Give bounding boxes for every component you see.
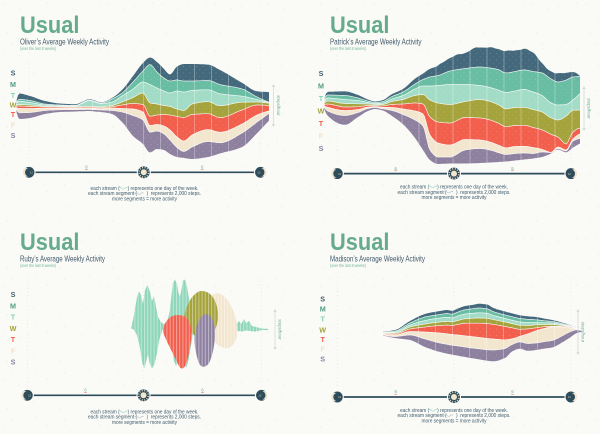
svg-text:Usual: Usual <box>20 12 80 39</box>
svg-text:T: T <box>321 335 326 344</box>
svg-text:(over the last 8 weeks): (over the last 8 weeks) <box>20 263 56 269</box>
svg-text:F: F <box>11 346 16 355</box>
svg-text:steps/hour: steps/hour <box>587 98 592 119</box>
svg-text:more segments = more activity: more segments = more activity <box>422 418 487 424</box>
svg-text:Usual: Usual <box>330 12 390 39</box>
svg-text:12: 12 <box>568 395 572 399</box>
svg-text:T: T <box>11 313 16 322</box>
svg-text:more segments = more activity: more segments = more activity <box>112 196 177 202</box>
svg-text:S: S <box>319 144 324 153</box>
svg-text:M: M <box>318 82 324 91</box>
svg-text:S: S <box>319 69 324 78</box>
svg-text:each stream segment ( ): each stream segment ( ) represents 2,000… <box>398 190 511 196</box>
svg-text:steps/hour: steps/hour <box>276 95 281 116</box>
svg-text:each stream ( ) represent: each stream ( ) represents one day of th… <box>91 186 199 192</box>
svg-text:W: W <box>319 326 326 335</box>
svg-text:W: W <box>318 107 325 116</box>
svg-text:12: 12 <box>257 171 261 175</box>
svg-text:T: T <box>11 91 16 100</box>
svg-text:more segments = more activity: more segments = more activity <box>112 420 177 426</box>
svg-text:steps/hour: steps/hour <box>278 319 283 340</box>
svg-text:each stream ( ) represent: each stream ( ) represents one day of th… <box>400 408 508 414</box>
svg-text:12: 12 <box>30 171 34 175</box>
svg-text:12: 12 <box>568 172 572 176</box>
svg-text:S: S <box>320 355 325 364</box>
svg-text:6: 6 <box>85 165 88 170</box>
svg-text:each stream segment ( ): each stream segment ( ) represents 2,000… <box>88 191 201 197</box>
svg-text:S: S <box>11 131 16 140</box>
svg-text:M: M <box>10 301 16 310</box>
svg-text:F: F <box>319 132 324 141</box>
svg-text:Usual: Usual <box>20 229 80 256</box>
svg-text:12: 12 <box>28 394 32 398</box>
svg-text:S: S <box>11 290 16 299</box>
svg-text:T: T <box>319 94 324 103</box>
svg-text:6: 6 <box>394 166 397 171</box>
svg-text:(over the last 8 weeks): (over the last 8 weeks) <box>20 46 56 52</box>
svg-text:Patrick’s Average Weekly Activ: Patrick’s Average Weekly Activity <box>330 37 422 47</box>
svg-text:S: S <box>320 295 325 304</box>
svg-text:6: 6 <box>201 165 204 170</box>
svg-text:T: T <box>11 110 16 119</box>
svg-text:M: M <box>10 80 16 89</box>
svg-text:Madison’s Average Weekly Activ: Madison’s Average Weekly Activity <box>330 254 426 264</box>
svg-text:each stream ( ) represent: each stream ( ) represents one day of th… <box>91 410 199 416</box>
svg-text:12: 12 <box>338 395 342 399</box>
svg-text:each stream segment ( ): each stream segment ( ) represents 2,000… <box>398 413 511 419</box>
svg-text:F: F <box>11 121 16 130</box>
svg-text:more segments = more activity: more segments = more activity <box>422 195 487 201</box>
svg-text:each stream ( ) represent: each stream ( ) represents one day of th… <box>400 185 508 191</box>
svg-text:(over the last 8 weeks): (over the last 8 weeks) <box>330 46 366 52</box>
svg-text:T: T <box>321 315 326 324</box>
svg-text:6: 6 <box>201 388 204 393</box>
svg-text:steps/hour: steps/hour <box>581 322 586 343</box>
svg-text:Usual: Usual <box>330 229 390 256</box>
svg-text:T: T <box>319 119 324 128</box>
svg-text:F: F <box>321 345 326 354</box>
svg-text:6: 6 <box>84 388 87 393</box>
svg-text:6: 6 <box>394 389 397 394</box>
svg-text:6: 6 <box>511 166 514 171</box>
svg-text:12: 12 <box>338 172 342 176</box>
svg-text:T: T <box>11 335 16 344</box>
svg-text:12: 12 <box>258 394 262 398</box>
svg-text:W: W <box>10 101 17 110</box>
svg-text:S: S <box>11 358 16 367</box>
svg-text:Oliver’s Average Weekly Activi: Oliver’s Average Weekly Activity <box>20 37 110 47</box>
svg-text:W: W <box>10 324 17 333</box>
svg-text:M: M <box>320 305 326 314</box>
svg-text:Ruby’s Average Weekly Activity: Ruby’s Average Weekly Activity <box>20 254 106 264</box>
svg-text:each stream segment ( ): each stream segment ( ) represents 2,000… <box>88 415 201 421</box>
svg-text:S: S <box>11 69 16 78</box>
svg-text:(over the last 8 weeks): (over the last 8 weeks) <box>330 263 366 269</box>
svg-text:6: 6 <box>511 389 514 394</box>
